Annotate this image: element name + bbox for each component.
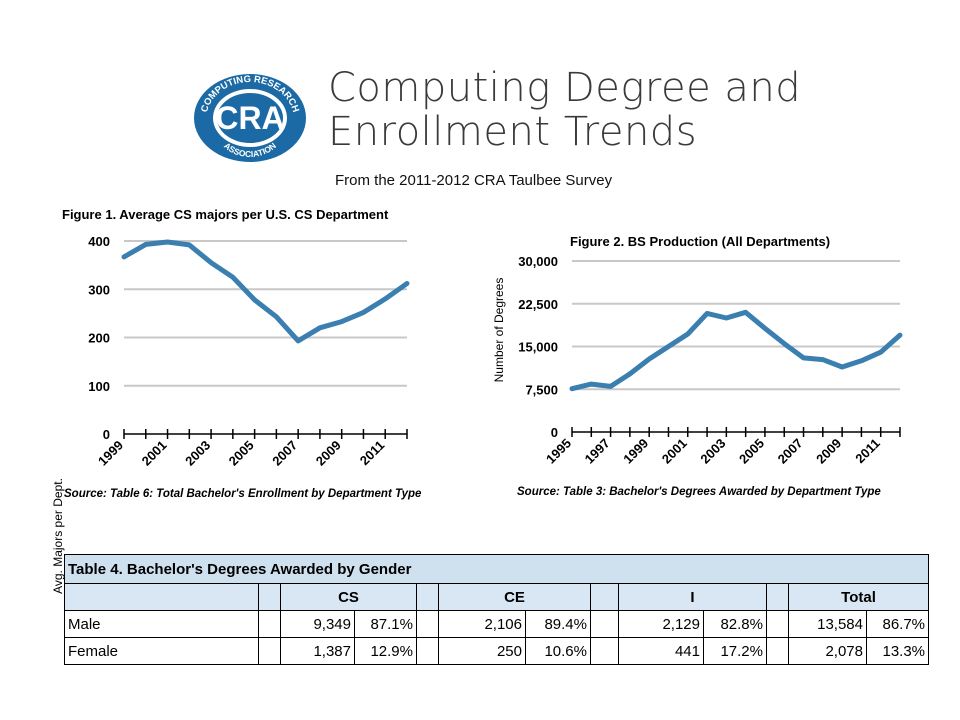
logo-text: CRA — [215, 100, 284, 136]
i-male-count: 2,129 — [618, 610, 704, 638]
table-gap — [766, 637, 789, 665]
group-header-total: Total — [787, 583, 930, 611]
y-tick-label: 100 — [88, 379, 110, 394]
group-header-i: I — [618, 583, 767, 611]
row-label-male: Male — [64, 610, 259, 638]
table-gap — [416, 637, 439, 665]
table-gap — [590, 637, 619, 665]
y-tick-label: 22,500 — [518, 297, 558, 312]
figure-1-svg: Figure 1. Average CS majors per U.S. CS … — [51, 207, 422, 594]
x-tick-label: 1997 — [582, 436, 613, 467]
y-tick-label: 200 — [88, 331, 110, 346]
table-gap — [766, 610, 789, 638]
group-header-cs: CS — [280, 583, 417, 611]
table-gap — [590, 610, 619, 638]
page-subtitle: From the 2011-2012 CRA Taulbee Survey — [335, 172, 613, 189]
y-axis-label: Number of Degrees — [492, 278, 506, 383]
header-empty — [64, 583, 259, 611]
cs-female-percent: 12.9% — [354, 637, 417, 665]
chart-title: Figure 1. Average CS majors per U.S. CS … — [62, 207, 389, 222]
group-header-ce: CE — [438, 583, 591, 611]
y-tick-label: 300 — [88, 282, 110, 297]
y-tick-label: 0 — [103, 427, 110, 442]
cs-female-count: 1,387 — [280, 637, 355, 665]
row-label-female: Female — [64, 637, 259, 665]
table-gap — [258, 610, 281, 638]
x-tick-label: 1999 — [620, 436, 651, 467]
figure-2-svg: Figure 2. BS Production (All Departments… — [492, 234, 903, 498]
total-female-percent: 13.3% — [865, 637, 930, 665]
gender-table: Table 4. Bachelor's Degrees Awarded by G… — [63, 554, 930, 665]
page-title-line2: Enrollment Trends — [328, 109, 698, 155]
x-tick-label: 1995 — [543, 436, 574, 467]
chart-title: Figure 2. BS Production (All Departments… — [570, 234, 830, 249]
y-axis-label: Avg. Majors per Dept. — [51, 478, 65, 594]
table-gap — [258, 583, 281, 611]
chart-source: Source: Table 3: Bachelor's Degrees Awar… — [517, 486, 881, 498]
table-gap — [258, 637, 281, 665]
ce-female-percent: 10.6% — [525, 637, 591, 665]
cs-male-count: 9,349 — [280, 610, 355, 638]
i-male-percent: 82.8% — [703, 610, 767, 638]
x-tick-label: 2003 — [697, 436, 728, 467]
x-tick-label: 2011 — [852, 436, 883, 467]
total-male-count: 13,584 — [788, 610, 867, 638]
x-tick-label: 2001 — [659, 436, 690, 467]
x-tick-label: 2003 — [182, 438, 213, 469]
x-tick-label: 2001 — [139, 438, 170, 469]
y-tick-label: 0 — [551, 425, 558, 440]
x-tick-label: 2007 — [269, 438, 300, 469]
x-tick-label: 2011 — [357, 438, 388, 469]
figure-1-chart: Figure 1. Average CS majors per U.S. CS … — [40, 200, 440, 594]
x-tick-label: 2007 — [775, 436, 806, 467]
ce-male-count: 2,106 — [438, 610, 526, 638]
table-gap — [416, 583, 439, 611]
y-tick-label: 400 — [88, 234, 110, 249]
table-gap — [416, 610, 439, 638]
x-tick-label: 2009 — [313, 438, 344, 469]
y-tick-label: 30,000 — [518, 254, 558, 269]
i-female-percent: 17.2% — [703, 637, 767, 665]
total-male-percent: 86.7% — [865, 610, 930, 638]
y-tick-label: 15,000 — [518, 340, 558, 355]
page-title: Computing Degree and Enrollment Trends — [328, 66, 801, 154]
table-caption: Table 4. Bachelor's Degrees Awarded by G… — [63, 554, 930, 584]
chart-source: Source: Table 6: Total Bachelor's Enroll… — [64, 488, 422, 500]
x-tick-label: 1999 — [95, 438, 126, 469]
table-row: Female 1,387 12.9% 250 10.6% 441 17.2% 2… — [64, 637, 930, 665]
table-gap — [590, 583, 619, 611]
series-line — [569, 309, 903, 392]
table-gap — [766, 583, 789, 611]
figure-2-chart: Figure 2. BS Production (All Departments… — [480, 225, 920, 510]
table-row: Male 9,349 87.1% 2,106 89.4% 2,129 82.8%… — [64, 610, 930, 638]
x-tick-label: 2005 — [736, 436, 767, 467]
i-female-count: 441 — [618, 637, 704, 665]
ce-female-count: 250 — [438, 637, 526, 665]
total-female-count: 2,078 — [788, 637, 867, 665]
ce-male-percent: 89.4% — [525, 610, 591, 638]
x-tick-label: 2009 — [813, 436, 844, 467]
cs-male-percent: 87.1% — [354, 610, 417, 638]
page-title-line1: Computing Degree and — [328, 65, 802, 111]
series-line — [121, 239, 410, 344]
x-tick-label: 2005 — [226, 438, 257, 469]
y-tick-label: 7,500 — [525, 382, 558, 397]
cra-logo: COMPUTING RESEARCH ASSOCIATION CRA — [192, 73, 308, 163]
